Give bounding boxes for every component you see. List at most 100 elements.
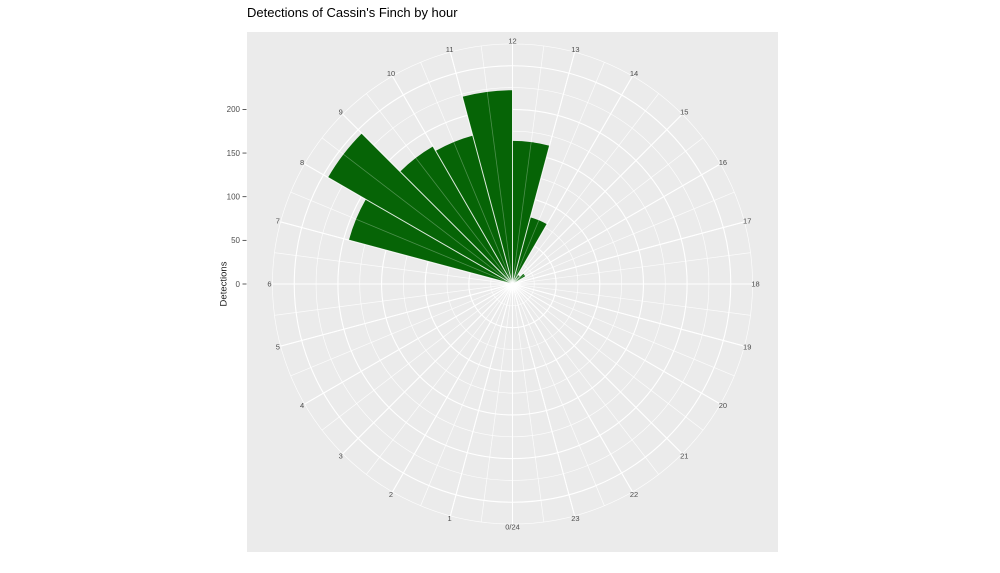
overlay-spoke-minor-22: [512, 283, 605, 506]
overlay-spoke-minor-16: [512, 191, 735, 285]
radial-tick-label-200: 200: [227, 105, 241, 114]
overlay-spoke-major-1: [449, 283, 513, 517]
overlay-spoke-major-19: [512, 283, 745, 347]
overlay-spoke-major-8: [304, 163, 513, 285]
hour-label-17: 17: [743, 217, 751, 226]
overlay-spoke-minor-0: [480, 283, 513, 523]
overlay-spoke-minor-20: [512, 283, 704, 431]
overlay-spoke-minor-23: [512, 283, 545, 523]
hour-label-0-24: 0/24: [505, 523, 520, 532]
grid-spoke-minor-3: [321, 283, 513, 431]
overlay-spoke-major-11: [449, 51, 513, 285]
hour-label-9: 9: [339, 108, 343, 117]
overlay-spoke-minor-18: [512, 283, 751, 316]
overlay-spoke-major-4: [304, 283, 513, 405]
overlay-spoke-major-17: [512, 221, 745, 285]
overlay-spoke-minor-13: [512, 62, 605, 285]
hour-axis-labels: 0/24123456789101112131415161718192021222…: [267, 37, 759, 532]
overlay-spoke-minor-8: [321, 137, 513, 285]
overlay-spoke-major-2: [392, 283, 513, 493]
hour-label-14: 14: [630, 69, 638, 78]
overlay-spoke-major-22: [512, 283, 633, 493]
overlay-spoke-major-20: [512, 283, 721, 405]
hour-label-11: 11: [446, 45, 454, 54]
overlay-spoke-minor-3: [321, 283, 513, 431]
hour-label-5: 5: [276, 342, 280, 351]
hour-label-1: 1: [448, 514, 452, 523]
radial-tick-label-0: 0: [236, 280, 241, 289]
grid-spoke-minor-4: [290, 283, 513, 377]
grid-spoke-minor-21: [512, 283, 659, 475]
hour-label-20: 20: [719, 401, 727, 410]
hour-label-12: 12: [508, 37, 516, 46]
hour-label-15: 15: [680, 108, 688, 117]
grid-spoke-minor-6: [274, 252, 513, 285]
overlay-spoke-major-14: [512, 75, 633, 285]
hour-label-19: 19: [743, 342, 751, 351]
hour-label-13: 13: [571, 45, 579, 54]
hour-label-7: 7: [276, 217, 280, 226]
overlay-spoke-major-7: [280, 221, 513, 285]
overlay-spoke-major-9: [342, 113, 513, 285]
overlay-spoke-minor-5: [274, 283, 513, 316]
overlay-spoke-major-5: [280, 283, 513, 347]
radial-axis-labels: 0 50 100 150 200: [227, 105, 247, 289]
overlay-spoke-minor-10: [420, 62, 513, 285]
bar-hour-9: [400, 146, 513, 284]
grid-spoke-minor-1: [420, 283, 513, 506]
overlay-spoke-minor-21: [512, 283, 659, 475]
hour-label-6: 6: [267, 280, 271, 289]
hour-label-16: 16: [719, 158, 727, 167]
grid-spoke-minor-5: [274, 283, 513, 316]
overlay-spoke-major-21: [512, 283, 683, 455]
overlay-spoke-minor-12: [512, 45, 545, 285]
overlay-spoke-major-3: [342, 283, 513, 455]
overlay-spoke-minor-9: [366, 93, 513, 285]
hour-label-23: 23: [571, 514, 579, 523]
overlay-spoke-minor-19: [512, 283, 735, 377]
overlay-spoke-minor-4: [290, 283, 513, 377]
overlay-spoke-minor-7: [290, 191, 513, 285]
overlay-spoke-major-15: [512, 113, 683, 285]
overlay-spoke-minor-6: [274, 252, 513, 285]
bar-hour-8: [328, 133, 513, 284]
hour-label-22: 22: [630, 490, 638, 499]
hour-label-8: 8: [300, 158, 304, 167]
hour-label-10: 10: [387, 69, 395, 78]
overlay-spoke-minor-15: [512, 137, 704, 285]
spoke-overlay: [272, 43, 753, 525]
grid-spoke-minor-22: [512, 283, 605, 506]
grid-spoke-minor-19: [512, 283, 735, 377]
hour-label-18: 18: [751, 280, 759, 289]
grid-spoke-minor-18: [512, 283, 751, 316]
hour-label-3: 3: [339, 451, 343, 460]
overlay-spoke-minor-1: [420, 283, 513, 506]
hour-label-2: 2: [389, 490, 393, 499]
grid-spoke-minor-15: [512, 137, 704, 285]
overlay-spoke-major-16: [512, 163, 721, 285]
grid-spoke-minor-16: [512, 191, 735, 285]
overlay-spoke-minor-14: [512, 93, 659, 285]
overlay-spoke-major-13: [512, 51, 576, 285]
bar-hour-7: [348, 199, 513, 284]
radial-tick-label-100: 100: [227, 193, 241, 202]
radial-tick-label-50: 50: [231, 236, 240, 245]
grid-spoke-minor-14: [512, 93, 659, 285]
overlay-spoke-minor-11: [480, 45, 513, 285]
overlay-spoke-major-23: [512, 283, 576, 517]
grid-spoke-minor-23: [512, 283, 545, 523]
bar-hour-10: [435, 135, 513, 284]
grid-spoke-minor-0: [480, 283, 513, 523]
grid-spoke-minor-17: [512, 252, 751, 285]
overlay-spoke-minor-2: [366, 283, 513, 475]
overlay-spoke-major-10: [392, 75, 513, 285]
overlay-spoke-minor-17: [512, 252, 751, 285]
radial-tick-label-150: 150: [227, 149, 241, 158]
hour-label-4: 4: [300, 401, 304, 410]
grid-spoke-minor-20: [512, 283, 704, 431]
chart-title: Detections of Cassin's Finch by hour: [247, 5, 458, 20]
grid-spoke-minor-2: [366, 283, 513, 475]
hour-label-21: 21: [680, 451, 688, 460]
bar-hour-13: [512, 217, 547, 284]
